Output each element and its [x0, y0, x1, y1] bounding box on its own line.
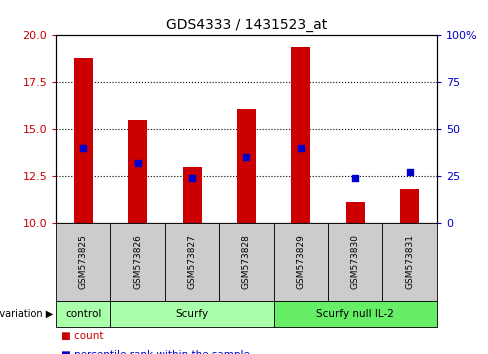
Text: ■ percentile rank within the sample: ■ percentile rank within the sample: [61, 350, 250, 354]
Bar: [346, 202, 365, 223]
Point: [406, 170, 413, 175]
Point: [188, 175, 196, 181]
Bar: [291, 47, 310, 223]
Text: ■ count: ■ count: [61, 331, 103, 341]
Text: GSM573827: GSM573827: [187, 234, 197, 290]
Bar: [237, 109, 256, 223]
Point: [80, 145, 87, 151]
Text: GSM573831: GSM573831: [405, 234, 414, 290]
Text: GSM573825: GSM573825: [79, 234, 88, 290]
Text: GSM573828: GSM573828: [242, 234, 251, 290]
Text: GSM573829: GSM573829: [296, 234, 305, 290]
Text: genotype/variation ▶: genotype/variation ▶: [0, 309, 54, 319]
Text: GSM573830: GSM573830: [351, 234, 360, 290]
Point: [243, 154, 250, 160]
Text: Scurfy: Scurfy: [176, 309, 209, 319]
Bar: [183, 167, 202, 223]
Text: control: control: [65, 309, 102, 319]
Point: [351, 175, 359, 181]
Bar: [400, 189, 419, 223]
Text: Scurfy null IL-2: Scurfy null IL-2: [316, 309, 394, 319]
Bar: [128, 120, 147, 223]
Bar: [74, 58, 93, 223]
Point: [134, 160, 142, 166]
Title: GDS4333 / 1431523_at: GDS4333 / 1431523_at: [166, 18, 327, 32]
Point: [297, 145, 305, 151]
Text: GSM573826: GSM573826: [133, 234, 142, 290]
